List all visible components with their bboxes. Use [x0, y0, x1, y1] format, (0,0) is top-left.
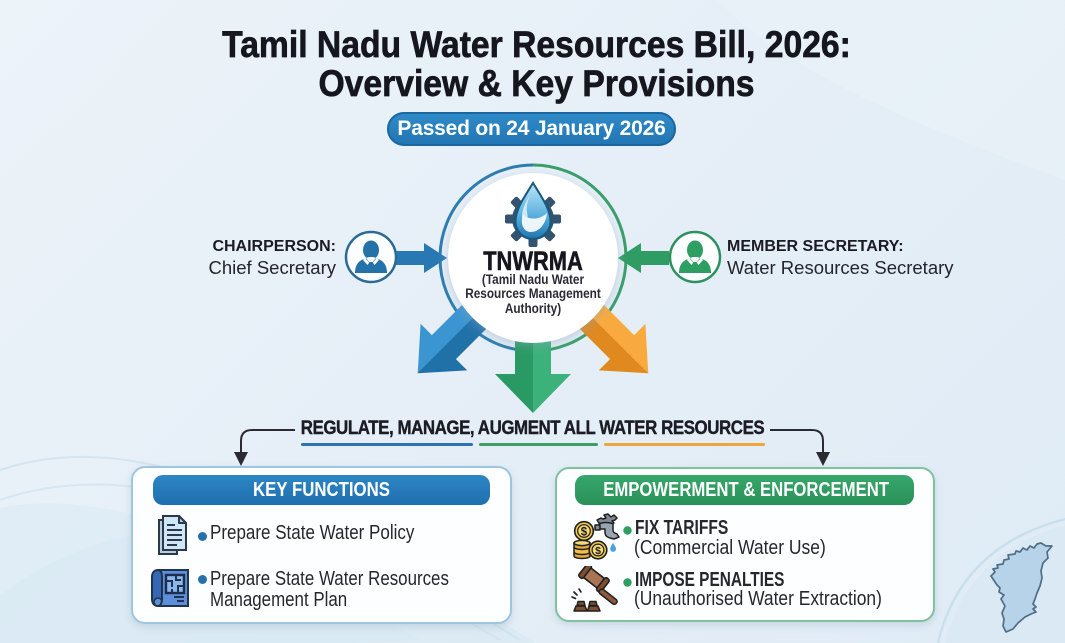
svg-text:$: $ [595, 545, 601, 557]
svg-text:$: $ [581, 526, 588, 538]
